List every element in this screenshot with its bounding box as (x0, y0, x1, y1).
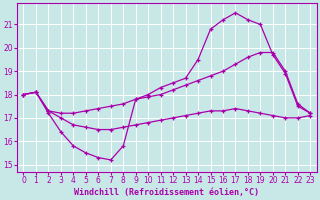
X-axis label: Windchill (Refroidissement éolien,°C): Windchill (Refroidissement éolien,°C) (74, 188, 260, 197)
